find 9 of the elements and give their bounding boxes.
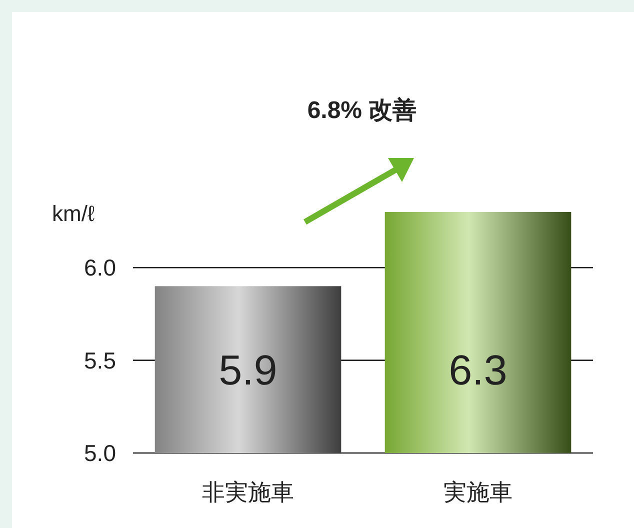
x-tick-label: 実施車 bbox=[444, 479, 512, 505]
y-tick-label: 5.5 bbox=[84, 347, 116, 374]
text: 6.8% 改善 bbox=[307, 96, 417, 124]
y-tick-label: 5.0 bbox=[84, 440, 116, 466]
x-tick-label: 非実施車 bbox=[202, 479, 294, 505]
data-label: 6.3 bbox=[448, 346, 508, 394]
data-label: 5.9 bbox=[218, 346, 278, 394]
y-axis-title: km/ℓ bbox=[52, 201, 95, 226]
y-tick-label: 6.0 bbox=[84, 254, 116, 281]
